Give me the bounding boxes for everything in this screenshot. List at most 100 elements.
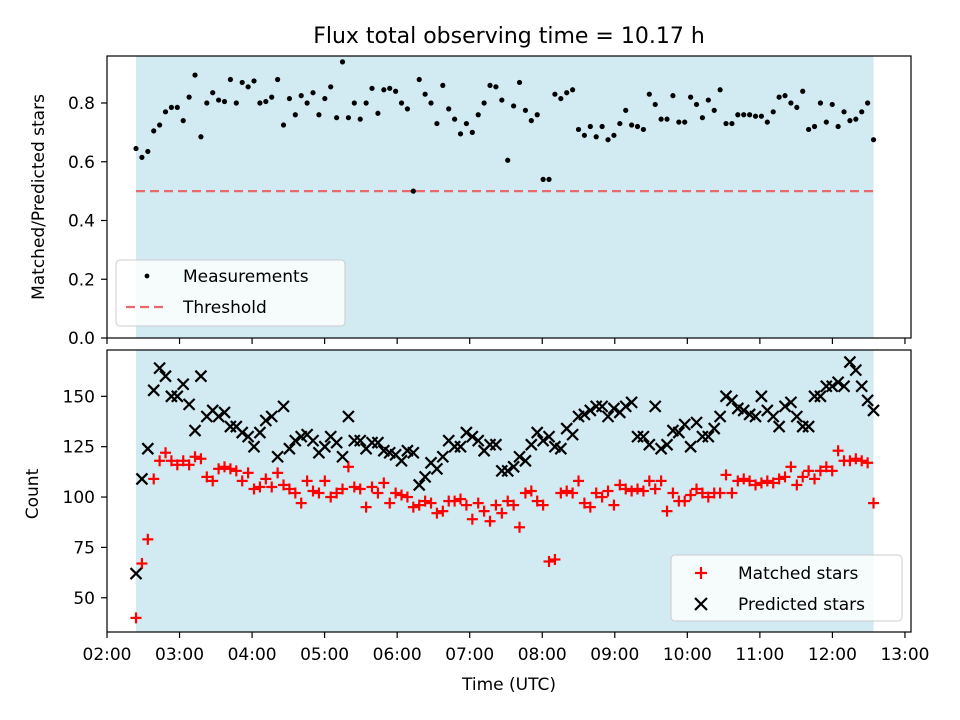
measurement-point (806, 126, 812, 133)
measurement-point (847, 118, 853, 124)
predicted-star-point (690, 416, 703, 429)
matched-star-point (219, 461, 231, 473)
matched-star-point (165, 455, 177, 467)
measurement-point (387, 85, 393, 91)
predicted-star-point (625, 396, 638, 409)
measurement-point (221, 98, 228, 105)
x-tick-label: 13:00 (880, 645, 929, 665)
predicted-star-point (259, 414, 273, 427)
bottom-y-tick-label: 75 (73, 538, 95, 558)
measurement-point (670, 93, 676, 99)
top-x-ticks (106, 338, 906, 344)
bottom-y-tick-label: 150 (63, 387, 95, 407)
predicted-star-point (247, 440, 261, 453)
measurement-point (192, 72, 198, 78)
matched-star-point (372, 487, 384, 499)
matched-star-point (254, 481, 266, 493)
x-tick-label: 05:00 (300, 645, 349, 665)
predicted-star-point (471, 434, 485, 447)
measurement-point (587, 123, 593, 130)
measurement-point (682, 119, 688, 125)
predicted-star-point (418, 470, 432, 484)
legend-threshold-label: Threshold (182, 298, 267, 318)
matched-star-point (154, 455, 166, 467)
matched-star-point (531, 495, 543, 507)
matched-star-point (384, 497, 396, 509)
measurement-point (481, 100, 487, 106)
matched-star-point (301, 475, 313, 487)
measurement-point (735, 112, 741, 118)
measurement-point (528, 118, 534, 124)
matched-star-point (685, 489, 697, 501)
predicted-star-point (831, 375, 845, 389)
predicted-star-point (513, 450, 526, 464)
predicted-star-point (525, 438, 538, 451)
matched-star-point (230, 465, 242, 477)
measurement-point (741, 112, 747, 118)
predicted-star-point (660, 438, 674, 451)
measurement-point (800, 88, 806, 94)
predicted-star-point (501, 464, 514, 478)
predicted-star-point (536, 434, 550, 447)
measurement-point (204, 100, 210, 106)
predicted-star-point (153, 361, 166, 375)
matched-star-point (248, 483, 260, 495)
x-tick-label: 04:00 (228, 645, 277, 665)
matched-star-point (797, 471, 809, 483)
measurement-point (570, 87, 576, 93)
measurement-point (157, 122, 163, 128)
matched-star-point (820, 461, 832, 473)
measurement-point (404, 106, 411, 112)
measurement-point (493, 84, 499, 90)
top-y-tick-label: 0.8 (68, 94, 95, 114)
predicted-star-point (707, 422, 721, 435)
predicted-star-point (855, 379, 868, 393)
measurement-point (540, 176, 546, 182)
measurement-point (581, 132, 588, 138)
measurement-point (823, 119, 829, 125)
measurement-point (511, 103, 517, 109)
matched-star-point (307, 485, 319, 497)
bottom-y-tick-label: 125 (63, 438, 95, 458)
predicted-star-point (466, 430, 479, 443)
matched-star-point (750, 479, 762, 491)
matched-star-point (679, 495, 691, 507)
measurement-points (133, 59, 877, 194)
matched-star-point (378, 477, 390, 489)
matched-star-point (496, 507, 508, 519)
matched-star-point (702, 491, 714, 503)
matched-star-point (720, 469, 732, 481)
matched-star-point (460, 499, 472, 511)
matched-star-point (272, 467, 284, 479)
measurement-point (859, 109, 865, 115)
matched-star-point (425, 497, 437, 509)
matched-star-point (519, 487, 531, 499)
matched-star-point (844, 455, 856, 467)
bottom-legend: Matched stars Predicted stars (670, 554, 903, 622)
measurement-point (676, 119, 682, 125)
matched-star-point (614, 479, 626, 491)
measurement-point (475, 112, 481, 118)
measurement-point (322, 95, 328, 102)
matched-star-point (761, 475, 773, 487)
legend-matched-marker (695, 567, 707, 579)
measurement-point (251, 78, 257, 84)
measurement-point (328, 84, 334, 90)
measurement-point (198, 134, 204, 140)
measurement-point (534, 112, 540, 118)
predicted-star-point (607, 402, 621, 415)
matched-star-point (561, 485, 573, 497)
measurement-point (440, 82, 446, 88)
predicted-star-point (554, 442, 568, 455)
matched-stars-points (130, 445, 880, 624)
measurement-point (233, 100, 239, 106)
predicted-star-point (802, 420, 815, 433)
legend-matched-label: Matched stars (738, 564, 858, 584)
predicted-star-point (755, 390, 768, 403)
predicted-star-point (766, 410, 780, 423)
measurement-point (162, 109, 169, 115)
matched-star-point (201, 471, 213, 483)
measurement-point (835, 123, 841, 130)
